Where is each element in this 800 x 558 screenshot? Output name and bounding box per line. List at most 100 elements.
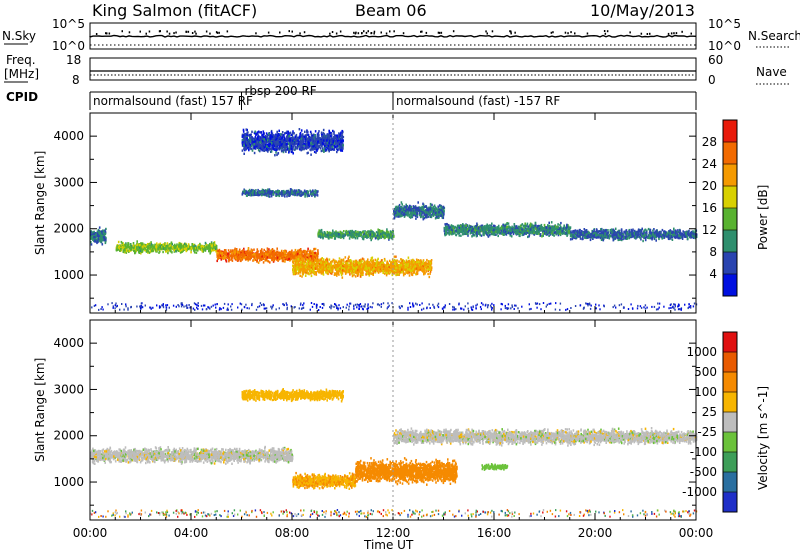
power-cell	[453, 227, 455, 229]
nsky-spike	[329, 33, 331, 35]
power-cell	[249, 253, 251, 255]
freq-tick-bottom: 8	[72, 73, 80, 87]
power-cell	[479, 234, 481, 236]
nsky-spike	[514, 32, 516, 34]
power-cell	[488, 225, 490, 227]
power-cell	[102, 243, 104, 245]
power-cell	[347, 234, 349, 236]
power-cell	[504, 225, 506, 227]
power-cell	[664, 231, 666, 233]
power-cell	[669, 233, 671, 235]
power-cell	[366, 235, 368, 237]
power-cell	[613, 239, 615, 241]
power-cell	[188, 243, 190, 245]
power-cell	[193, 248, 195, 250]
nsky-spike	[487, 33, 489, 35]
nsky-spike	[192, 32, 194, 34]
power-cell	[217, 252, 219, 254]
power-cell	[621, 231, 623, 233]
power-cell	[551, 221, 553, 223]
power-cell	[573, 234, 575, 236]
power-cell	[205, 242, 207, 244]
power-cell	[478, 227, 480, 229]
power-cell	[436, 216, 438, 218]
power-cell	[155, 245, 157, 247]
power-cell	[692, 235, 694, 237]
power-cell	[272, 248, 274, 250]
power-cell	[99, 237, 101, 239]
power-cell	[160, 248, 162, 250]
power-cell	[406, 205, 408, 207]
power-cell	[582, 238, 584, 240]
power-cell	[523, 225, 525, 227]
nsky-spike	[605, 33, 607, 35]
power-cell	[430, 208, 432, 210]
power-cell	[280, 257, 282, 259]
power-cell	[344, 235, 346, 237]
power-cell	[301, 252, 303, 254]
power-cell	[413, 212, 415, 214]
nsky-spike	[227, 30, 229, 32]
power-cell	[415, 213, 417, 215]
power-cell	[394, 217, 396, 219]
power-cell	[547, 231, 549, 233]
power-cell	[422, 209, 424, 211]
power-cell	[330, 232, 332, 234]
power-cell	[440, 214, 442, 216]
cpid-segment-label: normalsound (fast) 157 RF	[93, 94, 253, 108]
power-cell	[179, 250, 181, 252]
nsky-spike	[671, 32, 673, 34]
power-cell	[271, 252, 273, 254]
power-cell	[447, 232, 449, 234]
power-cell	[520, 227, 522, 229]
power-cell	[574, 230, 576, 232]
power-cell	[245, 258, 247, 260]
power-cell	[467, 233, 469, 235]
power-cell	[426, 216, 428, 218]
power-cell	[443, 210, 445, 212]
freq-tick-top: 18	[66, 53, 81, 67]
power-cell	[218, 256, 220, 258]
power-cell	[655, 236, 657, 238]
date-title: 10/May/2013	[590, 1, 695, 20]
power-cell	[142, 246, 144, 248]
power-cell	[506, 233, 508, 235]
power-cell	[125, 245, 127, 247]
power-cell	[481, 229, 483, 231]
power-cell	[530, 225, 532, 227]
power-cell	[97, 240, 99, 242]
power-cell	[384, 237, 386, 239]
power-cell	[268, 251, 270, 253]
power-cell	[443, 206, 445, 208]
nsky-spike	[355, 33, 357, 35]
power-cell	[487, 232, 489, 234]
nsky-spike	[485, 30, 487, 32]
power-cell	[356, 234, 358, 236]
nsky-spike	[641, 33, 643, 35]
power-cell	[229, 251, 231, 253]
nsky-spike	[299, 32, 301, 34]
power-cell	[621, 235, 623, 237]
nave-label: Nave	[756, 65, 787, 79]
power-cell	[265, 253, 267, 255]
power-cell	[431, 204, 433, 206]
power-cell	[671, 235, 673, 237]
power-cell	[684, 236, 686, 238]
power-cell	[272, 251, 274, 253]
power-cell	[424, 206, 426, 208]
power-cell	[307, 250, 309, 252]
power-cell	[461, 228, 463, 230]
power-cell	[658, 235, 660, 237]
power-cell	[399, 213, 401, 215]
power-cell	[445, 233, 447, 235]
power-cell	[502, 227, 504, 229]
power-cell	[628, 237, 630, 239]
power-cell	[463, 226, 465, 228]
nsky-spike	[509, 30, 511, 32]
power-cell	[299, 249, 301, 251]
nsky-spike	[160, 30, 162, 32]
power-cell	[584, 232, 586, 234]
power-cell	[641, 228, 643, 230]
nsky-spike	[492, 30, 494, 32]
